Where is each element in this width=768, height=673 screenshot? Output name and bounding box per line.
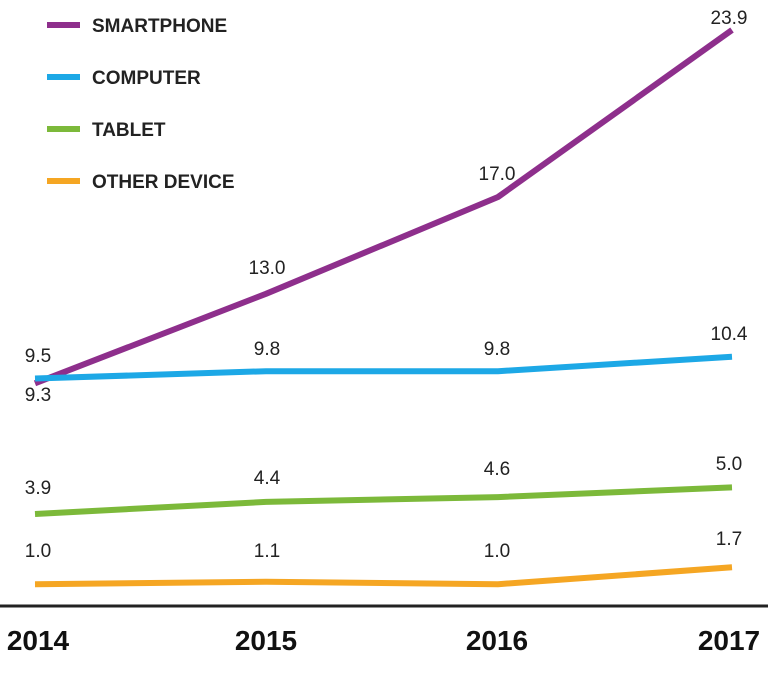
- data-label-other-device-2017: 1.7: [716, 529, 742, 550]
- data-label-computer-2015: 9.8: [254, 339, 280, 360]
- legend-label-tablet: TABLET: [92, 120, 166, 141]
- legend-label-smartphone: SMARTPHONE: [92, 16, 227, 37]
- data-label-computer-2014: 9.5: [25, 346, 51, 367]
- data-label-computer-2016: 9.8: [484, 339, 510, 360]
- x-tick-2017: 2017: [698, 625, 760, 656]
- data-label-tablet-2015: 4.4: [254, 468, 281, 489]
- legend: SMARTPHONE COMPUTER TABLET OTHER DEVICE: [47, 16, 235, 193]
- data-label-smartphone-2015: 13.0: [249, 258, 286, 279]
- legend-label-other-device: OTHER DEVICE: [92, 172, 235, 193]
- series-lines: [33, 27, 734, 588]
- series-line-computer: [34, 353, 733, 382]
- data-label-computer-2017: 10.4: [711, 324, 748, 345]
- data-label-tablet-2017: 5.0: [716, 454, 742, 475]
- data-label-tablet-2016: 4.6: [484, 459, 510, 480]
- x-axis-ticks: 2014 2015 2016 2017: [7, 625, 760, 656]
- x-tick-2016: 2016: [466, 625, 528, 656]
- series-line-other-device: [34, 564, 733, 588]
- data-label-tablet-2014: 3.9: [25, 478, 51, 499]
- data-label-other-device-2014: 1.0: [25, 541, 51, 562]
- data-labels: 9.3 13.0 17.0 23.9 9.5 9.8 9.8 10.4 3.9 4.4 4.6 5.0…: [25, 8, 748, 562]
- legend-label-computer: COMPUTER: [92, 68, 201, 89]
- x-tick-2014: 2014: [7, 625, 70, 656]
- data-label-smartphone-2017: 23.9: [711, 8, 748, 29]
- series-line-smartphone: [33, 27, 734, 387]
- data-label-smartphone-2016: 17.0: [479, 164, 516, 185]
- x-tick-2015: 2015: [235, 625, 297, 656]
- data-label-other-device-2016: 1.0: [484, 541, 510, 562]
- series-line-tablet: [34, 484, 733, 517]
- data-label-other-device-2015: 1.1: [254, 541, 280, 562]
- data-label-smartphone-2014: 9.3: [25, 385, 51, 406]
